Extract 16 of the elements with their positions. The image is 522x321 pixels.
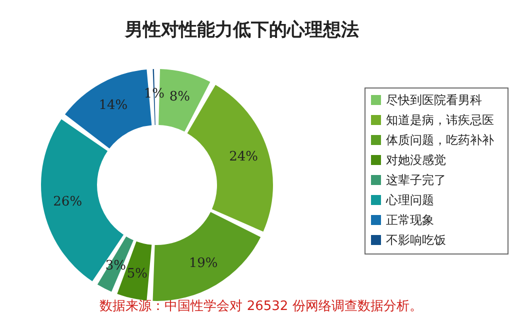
legend-label: 尽快到医院看男科	[386, 93, 482, 107]
legend-label: 知道是病，讳疾忌医	[386, 113, 494, 127]
legend-label: 对她没感觉	[386, 153, 446, 167]
chart-title: 男性对性能力低下的心理想法	[124, 20, 359, 40]
source-note: 数据来源：中国性学会对 26532 份网络调查数据分析。	[100, 299, 422, 314]
data-label: 24%	[229, 149, 258, 164]
data-label: 19%	[188, 256, 218, 271]
legend-label: 体质问题，吃药补补	[386, 133, 494, 147]
data-label: 8%	[169, 89, 190, 104]
legend-label: 不影响吃饭	[386, 233, 446, 247]
data-label: 5%	[126, 266, 148, 282]
data-label: 26%	[53, 194, 82, 210]
data-label: 14%	[98, 98, 128, 113]
legend-label: 正常现象	[386, 213, 434, 227]
legend-label: 心理问题	[385, 193, 434, 207]
legend-label: 这辈子完了	[386, 173, 446, 187]
